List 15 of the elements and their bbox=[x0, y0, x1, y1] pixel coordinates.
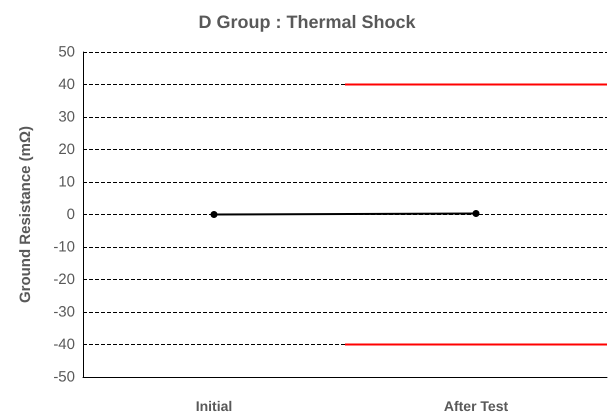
y-tick-label: -50 bbox=[53, 368, 75, 386]
y-axis-title: Ground Resistance (mΩ) bbox=[17, 126, 34, 304]
y-tick-label: 10 bbox=[58, 174, 75, 190]
y-tick-label: 20 bbox=[58, 141, 75, 158]
y-tick-label: -10 bbox=[53, 238, 75, 256]
y-tick-label: -30 bbox=[53, 304, 75, 320]
chart-title: D Group : Thermal Shock bbox=[198, 12, 416, 32]
y-tick-label: 40 bbox=[58, 76, 75, 93]
y-tick-label: -20 bbox=[53, 271, 75, 288]
y-tick-label: 30 bbox=[58, 108, 75, 126]
y-tick-label: -40 bbox=[53, 336, 75, 353]
x-tick-label: Initial bbox=[196, 398, 232, 414]
y-tick-label: 50 bbox=[58, 44, 75, 60]
x-tick-label: After Test bbox=[444, 398, 508, 414]
y-tick-label: 0 bbox=[66, 206, 75, 223]
